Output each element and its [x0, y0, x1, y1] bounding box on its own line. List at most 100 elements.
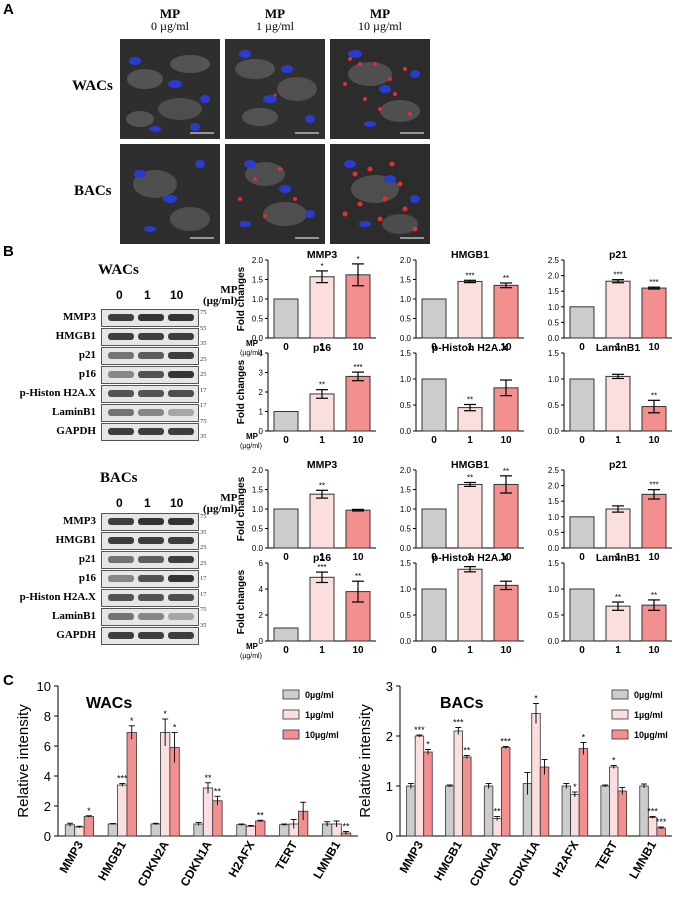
x-tick-label: 10 [352, 645, 364, 656]
wb-kda-marker: 55 [200, 324, 207, 332]
micrograph-image [330, 39, 430, 139]
chart-title: HMGB1 [451, 249, 489, 261]
wb-band [168, 556, 194, 563]
wb-lane-10: 10 [170, 496, 184, 510]
y-tick-label: 4 [44, 769, 51, 784]
y-tick-label: 1.5 [548, 349, 560, 358]
y-tick-label: 0 [44, 829, 51, 844]
bar [273, 411, 299, 432]
panel-a-column-header: MP 10 µg/ml [330, 7, 430, 33]
bar [641, 604, 667, 642]
wb-protein-label: MMP3 [63, 515, 96, 527]
wb-band-strip [101, 385, 199, 403]
bar-chart-bacs-10: p-Histon H2A.X0.00.51.01.50 1 10 [400, 552, 524, 656]
x-tick-label: 1 [615, 645, 621, 656]
y-tick-label: 1 [386, 779, 393, 794]
bar [492, 818, 502, 837]
panel-b-letter: B [3, 243, 14, 260]
x-tick-label: 10 [648, 342, 660, 353]
legend-label: 0µg/ml [634, 690, 663, 700]
y-tick-label: 1.0 [400, 295, 412, 304]
significance-marker: *** [353, 363, 362, 372]
bar-chart-bacs-6: MMP3 0.0 0.5 1.0 1.5 2.0 0 ** 1 10 Fold changes [236, 459, 376, 563]
y-tick-label: 0.5 [548, 611, 560, 620]
x-tick-label: LMNB1 [310, 838, 343, 881]
legend-swatch [282, 729, 300, 740]
bar [83, 816, 94, 837]
micrograph-image [330, 144, 430, 244]
wb-band [168, 333, 194, 340]
x-tick-label: 10 [352, 552, 364, 563]
x-tick-label: 0 [283, 435, 289, 446]
bar [255, 820, 266, 837]
wb-band-strip [101, 532, 199, 550]
significance-marker: *** [317, 563, 326, 572]
x-tick-label: 10 [648, 645, 660, 656]
bar [150, 823, 161, 837]
significance-marker: ** [494, 807, 502, 817]
bar [64, 824, 76, 837]
wb-kda-marker: 75 [200, 417, 207, 425]
y-tick-label: 0.0 [400, 427, 412, 436]
x-tick-label: 0 [431, 435, 437, 446]
mp-label: MP [369, 6, 391, 21]
y-tick-label: 4 [259, 349, 264, 358]
bar [423, 751, 433, 837]
x-axis-unit-label: (µg/ml) [240, 350, 262, 357]
unit-text: (µg/ml) [203, 295, 238, 307]
bar [421, 588, 447, 642]
y-axis-label: Relative intensity [15, 704, 32, 818]
bar [641, 287, 667, 339]
bar [569, 588, 595, 642]
y-tick-label: 1.0 [400, 585, 412, 594]
y-axis-label: Fold changes [236, 359, 247, 424]
significance-marker: ** [503, 274, 509, 283]
wb-band [138, 390, 164, 397]
wb-kda-marker: 17 [200, 575, 207, 582]
wb-kda-marker: 25 [200, 544, 207, 551]
significance-marker: ** [319, 381, 325, 390]
significance-marker: *** [117, 774, 128, 784]
bar [279, 824, 290, 837]
micrograph-bacs-1 [225, 144, 325, 244]
bar [236, 824, 247, 837]
bar [160, 732, 171, 837]
bar [501, 747, 511, 837]
x-tick-label: CDKN1A [177, 838, 214, 889]
mp-text: MP [220, 492, 238, 504]
legend-swatch [611, 729, 629, 740]
wb-protein-label: LaminB1 [51, 610, 96, 622]
chart-title: p16 [313, 342, 331, 354]
wb-protein-label: p-Histon H2A.X [19, 591, 96, 603]
bar [309, 493, 335, 549]
wb-protein-label: GAPDH [56, 629, 96, 641]
bar [569, 306, 595, 339]
significance-marker: ** [615, 593, 621, 602]
x-tick-label: 1 [615, 435, 621, 446]
y-tick-label: 1.0 [548, 513, 560, 522]
bar [531, 713, 541, 837]
y-tick-label: 1 [259, 408, 264, 417]
chart-title: p-Histon H2A.X [432, 342, 508, 354]
x-tick-label: 10 [648, 435, 660, 446]
significance-marker: * [173, 723, 177, 733]
y-tick-label: 8 [44, 709, 51, 724]
significance-marker: ** [214, 786, 222, 796]
x-tick-label: 0 [283, 342, 289, 353]
bar [578, 748, 589, 837]
y-tick-label: 2.0 [400, 466, 412, 475]
wb-protein-label: p21 [78, 349, 96, 361]
wb-band-strip [101, 589, 199, 607]
bar [641, 493, 667, 549]
wb-band [168, 428, 194, 435]
y-tick-label: 2 [386, 729, 393, 744]
chart-title: p16 [313, 552, 331, 564]
x-tick-label: 1 [319, 342, 325, 353]
row-label-wacs: WACs [72, 78, 113, 94]
row-label-bacs: BACs [74, 183, 112, 199]
wb-band [108, 390, 134, 397]
wb-band [168, 352, 194, 359]
chart-title: p-Histon H2A.X [432, 552, 508, 564]
wb-band-strip [101, 570, 199, 588]
